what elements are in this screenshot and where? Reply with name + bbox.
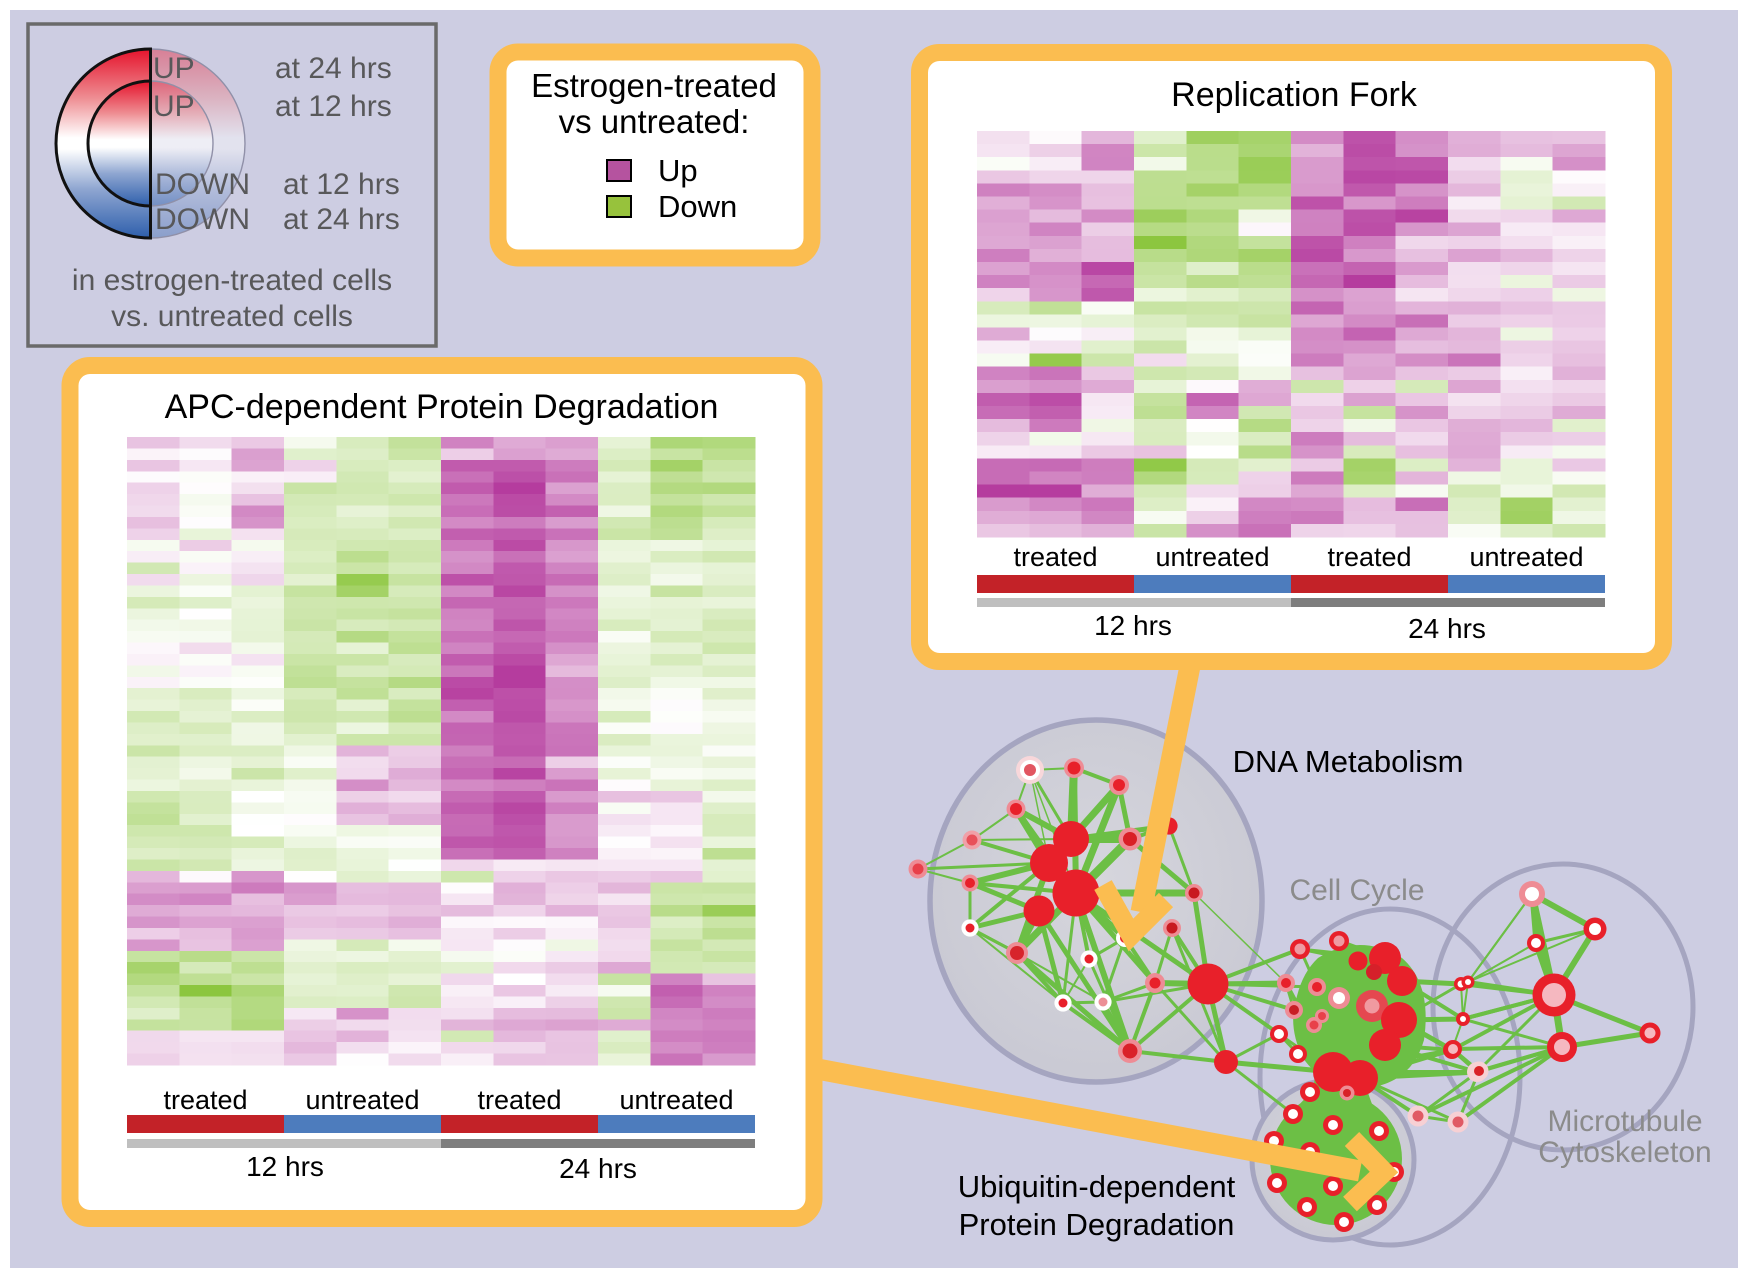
svg-text:Down: Down (658, 189, 737, 224)
svg-text:treated: treated (1327, 542, 1411, 572)
svg-text:Protein Degradation: Protein Degradation (959, 1207, 1235, 1242)
svg-text:treated: treated (477, 1085, 561, 1115)
svg-text:Replication Fork: Replication Fork (1171, 76, 1418, 114)
svg-text:untreated: untreated (619, 1085, 733, 1115)
svg-text:UP: UP (153, 90, 195, 123)
svg-text:vs. untreated cells: vs. untreated cells (111, 300, 353, 333)
svg-text:DNA Metabolism: DNA Metabolism (1233, 744, 1464, 779)
svg-text:APC-dependent Protein Degradat: APC-dependent Protein Degradation (165, 388, 719, 426)
svg-text:24 hrs: 24 hrs (559, 1153, 637, 1184)
svg-text:Cytoskeleton: Cytoskeleton (1538, 1136, 1711, 1169)
svg-text:Estrogen-treated: Estrogen-treated (531, 67, 777, 104)
svg-text:at 24 hrs: at 24 hrs (275, 52, 392, 85)
svg-text:UP: UP (153, 52, 195, 85)
svg-text:at 12 hrs: at 12 hrs (283, 168, 400, 201)
svg-text:12 hrs: 12 hrs (246, 1151, 324, 1182)
svg-text:DOWN: DOWN (155, 203, 250, 236)
svg-text:Cell Cycle: Cell Cycle (1289, 874, 1424, 907)
svg-text:DOWN: DOWN (155, 168, 250, 201)
svg-text:treated: treated (163, 1085, 247, 1115)
svg-text:Up: Up (658, 153, 698, 188)
svg-text:24 hrs: 24 hrs (1408, 613, 1486, 644)
svg-text:Ubiquitin-dependent: Ubiquitin-dependent (958, 1169, 1236, 1204)
svg-text:treated: treated (1013, 542, 1097, 572)
svg-text:at 24 hrs: at 24 hrs (283, 203, 400, 236)
svg-text:untreated: untreated (305, 1085, 419, 1115)
svg-text:in estrogen-treated cells: in estrogen-treated cells (72, 264, 392, 297)
svg-text:Microtubule: Microtubule (1547, 1105, 1702, 1138)
svg-text:untreated: untreated (1155, 542, 1269, 572)
svg-text:untreated: untreated (1469, 542, 1583, 572)
svg-text:vs untreated:: vs untreated: (559, 103, 750, 140)
svg-text:12 hrs: 12 hrs (1094, 610, 1172, 641)
svg-text:at 12 hrs: at 12 hrs (275, 90, 392, 123)
